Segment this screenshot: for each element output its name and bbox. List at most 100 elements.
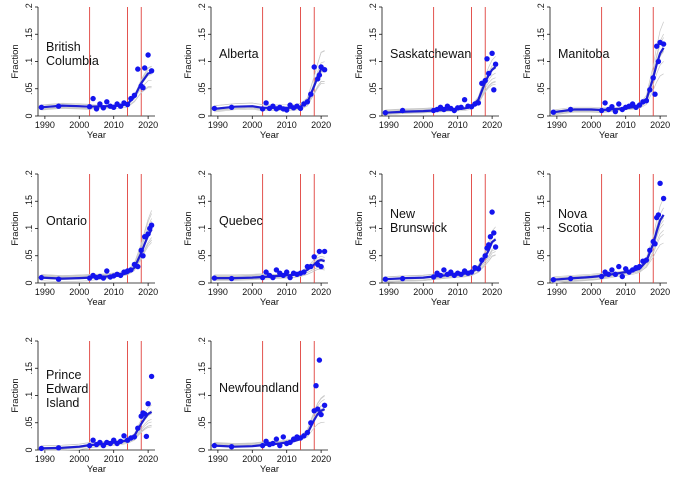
data-point: [228, 275, 235, 282]
data-point: [605, 271, 612, 277]
x-axis-label: Year: [260, 297, 279, 308]
data-point: [117, 103, 124, 109]
x-axis-label: Year: [260, 130, 279, 141]
data-point: [142, 65, 148, 71]
data-point: [612, 271, 619, 277]
replicate-curve: [41, 410, 152, 447]
data-point: [135, 263, 141, 270]
data-point: [107, 440, 114, 447]
data-point: [616, 263, 622, 270]
chart-panel: 0 .05 .1 .15 .2 1990 2000 2010 2020 Year Fraction Q…: [183, 170, 331, 308]
x-tick-label: 1990: [208, 287, 228, 297]
data-point: [128, 95, 134, 102]
data-point: [316, 72, 323, 78]
data-point: [259, 442, 266, 449]
province-label: Edward: [46, 382, 88, 396]
province-label: Brunswick: [390, 221, 448, 235]
y-tick-label: .2: [24, 337, 34, 345]
data-point: [609, 267, 615, 273]
data-point: [38, 445, 45, 452]
data-point: [650, 75, 656, 81]
y-axis-label: Fraction: [354, 211, 365, 245]
province-label: Prince: [46, 368, 81, 382]
x-axis-label: Year: [599, 297, 618, 308]
y-tick-label: .05: [536, 82, 546, 95]
x-axis-label: Year: [260, 464, 279, 475]
data-point: [138, 247, 144, 253]
replicate-curve: [41, 226, 152, 283]
y-tick-label: .15: [24, 28, 34, 41]
data-point: [318, 411, 324, 418]
replicate-curve: [41, 65, 152, 110]
data-point: [311, 64, 317, 70]
x-axis-label: Year: [87, 130, 106, 141]
data-point: [657, 180, 663, 186]
data-point: [284, 107, 290, 113]
data-point: [86, 442, 93, 449]
data-point: [652, 241, 658, 247]
y-tick-label: .2: [536, 170, 546, 178]
data-point: [301, 433, 307, 439]
y-tick-label: .2: [197, 170, 207, 178]
data-point: [308, 420, 314, 426]
chart-panel: 0 .05 .1 .15 .2 1990 2000 2010 2020 Year Fraction N…: [183, 337, 331, 475]
data-point: [316, 248, 323, 255]
y-tick-label: .1: [197, 225, 207, 233]
y-tick-label: 0: [197, 113, 207, 118]
x-tick-label: 2020: [650, 287, 670, 297]
data-point: [90, 437, 96, 443]
data-point: [270, 440, 276, 447]
data-point: [623, 266, 629, 272]
y-tick-label: .1: [24, 392, 34, 400]
data-point: [263, 438, 269, 444]
data-point: [484, 56, 490, 62]
data-point: [479, 257, 485, 263]
data-point: [458, 271, 464, 277]
y-tick-label: .1: [24, 58, 34, 66]
replicate-curve: [385, 81, 496, 115]
replicate-curve: [41, 237, 152, 280]
data-point: [468, 269, 475, 275]
data-point: [128, 267, 134, 273]
chart-panel: 0 .05 .1 .15 .2 1990 2000 2010 2020 Year Fraction O…: [10, 170, 158, 308]
x-axis-label: Year: [431, 130, 450, 141]
chart-panel: 0 .05 .1 .15 .2 1990 2000 2010 2020 Year Fraction S…: [354, 3, 502, 141]
data-point: [482, 77, 488, 84]
data-point: [148, 222, 155, 228]
x-tick-label: 2020: [138, 454, 158, 464]
data-point: [211, 442, 218, 449]
x-axis-label: Year: [431, 297, 450, 308]
data-point: [135, 425, 141, 431]
data-point: [643, 98, 650, 104]
y-tick-label: 0: [197, 280, 207, 285]
data-point: [609, 104, 615, 110]
y-tick-label: .1: [368, 225, 378, 233]
data-point: [121, 433, 127, 439]
y-axis-label: Fraction: [10, 378, 21, 412]
data-point: [487, 234, 494, 240]
data-point: [270, 274, 276, 281]
x-tick-label: 2010: [448, 287, 468, 297]
data-point: [598, 273, 605, 280]
province-label: Scotia: [558, 221, 593, 235]
data-point: [399, 107, 406, 114]
province-label: Columbia: [46, 54, 99, 68]
y-tick-label: .2: [197, 3, 207, 11]
x-tick-label: 1990: [379, 120, 399, 130]
y-tick-label: .2: [368, 3, 378, 11]
data-point: [104, 268, 110, 274]
data-point: [430, 274, 437, 280]
y-tick-label: .2: [24, 170, 34, 178]
y-axis-label: Fraction: [10, 44, 21, 78]
chart-panel: 0 .05 .1 .15 .2 1990 2000 2010 2020 Year Fraction B…: [10, 3, 158, 141]
data-point: [145, 52, 151, 58]
y-tick-label: .05: [197, 82, 207, 95]
province-label: Island: [46, 396, 79, 410]
data-point: [629, 101, 636, 107]
data-point: [486, 70, 492, 77]
y-tick-label: .15: [536, 195, 546, 208]
data-point: [311, 254, 317, 260]
data-point: [148, 373, 155, 380]
province-label: Newfoundland: [219, 381, 299, 395]
